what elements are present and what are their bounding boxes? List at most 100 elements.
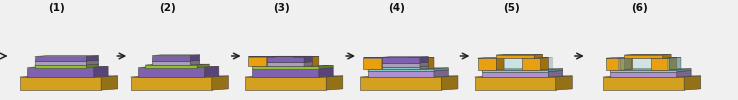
Polygon shape — [496, 58, 504, 70]
Polygon shape — [131, 77, 212, 90]
Polygon shape — [482, 70, 562, 72]
Polygon shape — [420, 66, 428, 69]
Polygon shape — [267, 62, 304, 66]
Polygon shape — [292, 57, 311, 66]
Polygon shape — [267, 57, 304, 62]
Polygon shape — [245, 77, 326, 90]
Polygon shape — [496, 54, 542, 55]
Polygon shape — [548, 70, 562, 77]
Polygon shape — [489, 57, 553, 58]
Polygon shape — [252, 66, 319, 68]
Polygon shape — [304, 62, 312, 66]
Polygon shape — [212, 76, 229, 90]
Text: (1): (1) — [49, 3, 65, 13]
Polygon shape — [620, 57, 632, 70]
Polygon shape — [86, 60, 99, 65]
Polygon shape — [475, 77, 556, 90]
Polygon shape — [475, 76, 572, 77]
Polygon shape — [190, 60, 200, 65]
Polygon shape — [408, 57, 434, 58]
Polygon shape — [245, 76, 343, 77]
Polygon shape — [382, 57, 420, 63]
Polygon shape — [382, 67, 420, 69]
Polygon shape — [27, 68, 94, 77]
Polygon shape — [35, 64, 99, 65]
Polygon shape — [131, 76, 229, 77]
Polygon shape — [94, 66, 108, 77]
Polygon shape — [382, 57, 390, 69]
Polygon shape — [441, 76, 458, 90]
Text: (6): (6) — [632, 3, 648, 13]
Polygon shape — [20, 77, 101, 90]
Polygon shape — [420, 62, 428, 67]
Polygon shape — [610, 70, 677, 71]
Polygon shape — [669, 58, 677, 70]
Polygon shape — [197, 64, 210, 68]
Polygon shape — [363, 57, 390, 58]
Polygon shape — [482, 72, 548, 77]
Polygon shape — [669, 57, 681, 70]
Polygon shape — [304, 56, 312, 62]
Polygon shape — [360, 76, 458, 77]
Polygon shape — [603, 77, 684, 90]
Polygon shape — [319, 68, 334, 77]
Polygon shape — [368, 71, 434, 77]
Polygon shape — [145, 64, 210, 65]
Polygon shape — [360, 77, 441, 90]
Polygon shape — [382, 66, 428, 67]
Polygon shape — [152, 56, 190, 61]
Polygon shape — [548, 69, 562, 72]
Polygon shape — [27, 66, 108, 68]
Polygon shape — [624, 55, 663, 58]
Polygon shape — [319, 65, 334, 68]
Polygon shape — [434, 68, 449, 71]
Polygon shape — [252, 68, 319, 77]
Polygon shape — [382, 63, 420, 67]
Polygon shape — [35, 61, 86, 65]
Polygon shape — [624, 54, 671, 55]
Polygon shape — [204, 66, 219, 77]
Polygon shape — [292, 56, 319, 57]
Polygon shape — [556, 76, 572, 90]
Polygon shape — [86, 56, 99, 61]
Polygon shape — [624, 58, 632, 70]
Polygon shape — [651, 58, 669, 70]
Polygon shape — [101, 76, 118, 90]
Polygon shape — [618, 58, 669, 70]
Polygon shape — [610, 69, 691, 70]
Polygon shape — [618, 57, 632, 58]
Polygon shape — [408, 58, 427, 69]
Text: (2): (2) — [159, 3, 176, 13]
Polygon shape — [667, 58, 669, 70]
Polygon shape — [368, 69, 434, 71]
Polygon shape — [541, 57, 553, 70]
Polygon shape — [20, 76, 118, 77]
Polygon shape — [618, 58, 620, 70]
Polygon shape — [145, 65, 197, 68]
Polygon shape — [252, 65, 334, 66]
Polygon shape — [478, 58, 496, 70]
Polygon shape — [420, 57, 428, 63]
Polygon shape — [489, 58, 541, 70]
Polygon shape — [190, 55, 200, 61]
Polygon shape — [138, 68, 204, 77]
Polygon shape — [677, 69, 691, 72]
Polygon shape — [35, 60, 99, 61]
Polygon shape — [523, 58, 540, 70]
Text: (4): (4) — [389, 3, 405, 13]
Polygon shape — [663, 54, 671, 58]
Polygon shape — [427, 57, 434, 69]
Polygon shape — [677, 70, 691, 77]
Polygon shape — [610, 72, 677, 77]
Polygon shape — [138, 66, 219, 68]
Polygon shape — [610, 70, 691, 72]
Polygon shape — [35, 56, 86, 61]
Polygon shape — [382, 62, 428, 63]
Polygon shape — [248, 56, 275, 57]
Polygon shape — [311, 56, 319, 66]
Polygon shape — [434, 70, 449, 77]
Polygon shape — [368, 70, 449, 71]
Polygon shape — [618, 57, 681, 58]
Polygon shape — [684, 76, 700, 90]
Polygon shape — [152, 61, 190, 65]
